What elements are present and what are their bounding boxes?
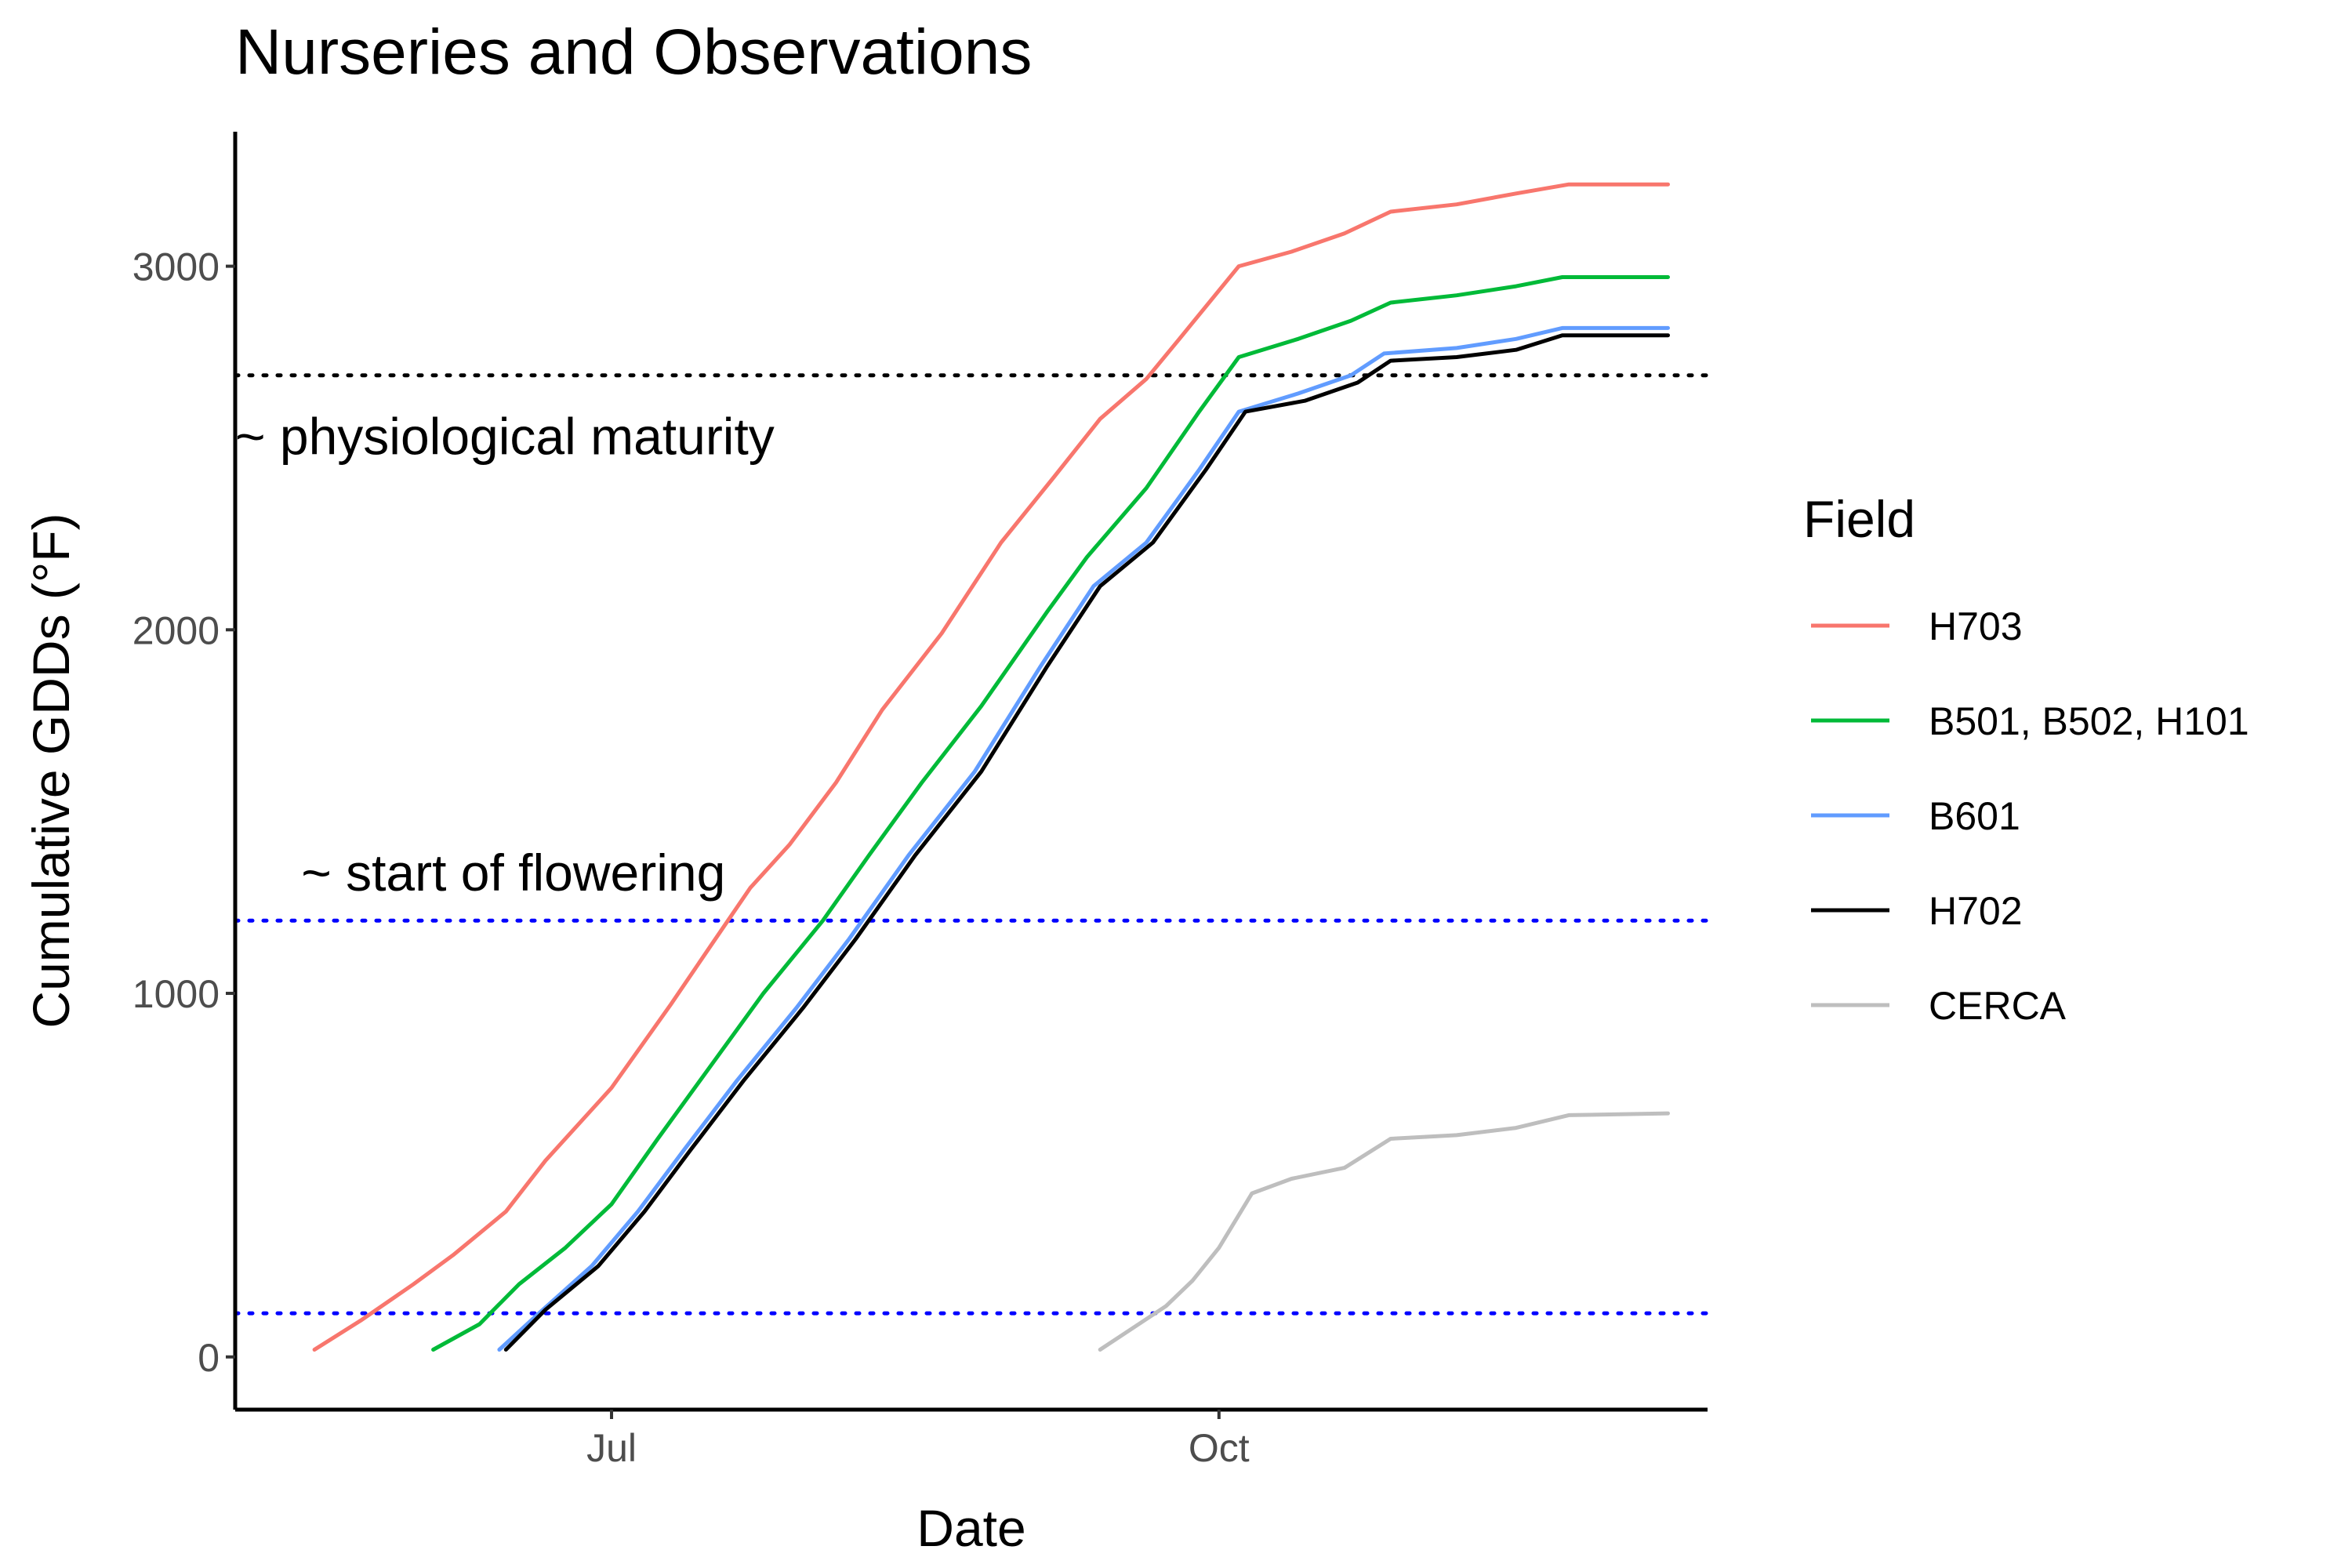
y-tick-label: 1000 (132, 972, 220, 1016)
legend-label: CERCA (1929, 984, 2067, 1028)
x-tick-label: Oct (1189, 1426, 1250, 1470)
legend-item: CERCA (1811, 984, 2067, 1028)
x-axis-ticks: Jul Oct (586, 1410, 1250, 1470)
series-line-h702 (503, 333, 1670, 1352)
legend-title: Field (1803, 490, 1915, 548)
y-axis-ticks: 0 1000 2000 3000 (132, 245, 235, 1380)
legend-label: H703 (1929, 604, 2023, 648)
legend-item: H702 (1811, 889, 2023, 933)
legend-label: B501, B502, H101 (1929, 699, 2249, 743)
y-tick-label: 3000 (132, 245, 220, 289)
annotation-1: ~ start of flowering (301, 844, 725, 902)
series-line-h703 (312, 182, 1670, 1352)
legend-label: B601 (1929, 794, 2020, 838)
reference-lines (233, 373, 1710, 1316)
x-tick-label: Jul (586, 1426, 637, 1470)
y-tick-label: 0 (198, 1336, 220, 1380)
legend-item: B501, B502, H101 (1811, 699, 2249, 743)
legend-item: H703 (1811, 604, 2023, 648)
chart-title: Nurseries and Observations (235, 16, 1032, 88)
legend-label: H702 (1929, 889, 2023, 933)
x-axis-label: Date (916, 1499, 1025, 1557)
series-line-cerca (1098, 1111, 1670, 1352)
plot-area: ~ physiological maturity ~ start of flowe… (233, 182, 1710, 1352)
legend: Field H703 B501, B502, H101 B601 H702 CERCA (1803, 490, 2249, 1028)
annotation-0: ~ physiological maturity (235, 408, 775, 466)
y-axis-label: Cumulative GDDs (°F) (22, 513, 80, 1028)
annotations: ~ physiological maturity ~ start of flowe… (235, 408, 775, 902)
y-tick-label: 2000 (132, 608, 220, 652)
series-line-b601 (497, 325, 1670, 1352)
series-line-b501-b502-h101 (431, 275, 1670, 1352)
series-lines (312, 182, 1670, 1352)
legend-item: B601 (1811, 794, 2020, 838)
